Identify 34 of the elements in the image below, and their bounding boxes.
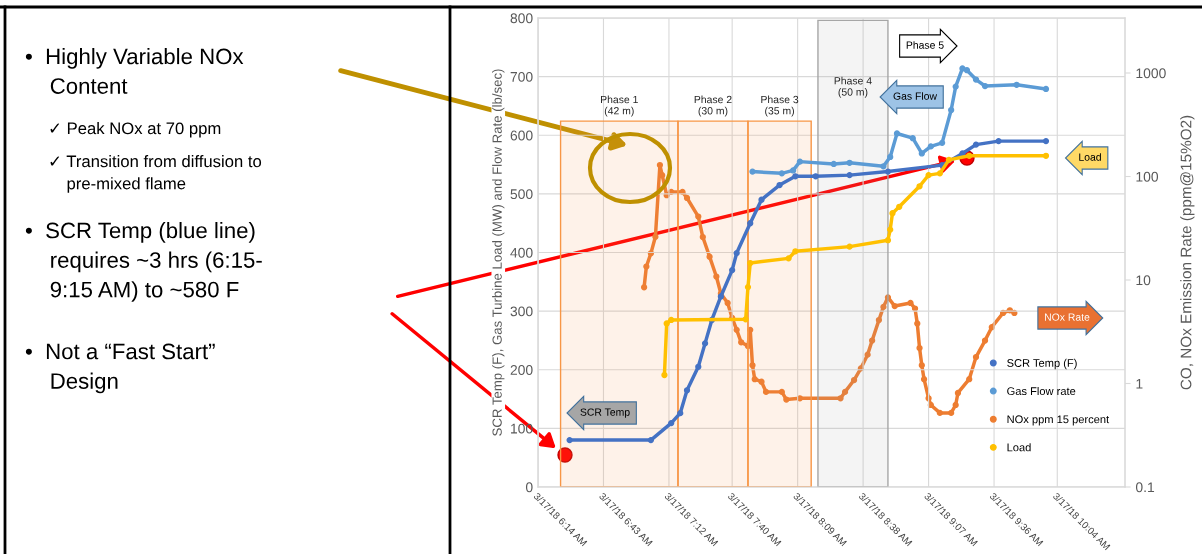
y-tick-label: 100 — [511, 423, 533, 434]
y-tick-label: 600 — [510, 130, 533, 141]
y-tick-label: 800 — [510, 13, 533, 24]
y-tick-label: 500 — [510, 189, 533, 200]
y-tick-label: 400 — [510, 247, 533, 258]
legend-label: NOx ppm 15 percent — [1007, 415, 1110, 426]
legend-label: Gas Flow rate — [1007, 386, 1076, 396]
text: • SCR Temp (blue line) requires ~3 hrs (6:15- 9:15 AM) to ~580 F — [25, 222, 262, 302]
y2-axis-title: CO, NOx Emission Rate (ppm@15%O2) — [1180, 115, 1195, 390]
text: ✓ Transition from diffusion to pre-mixed flame — [50, 155, 262, 193]
y2-tick-label: 100 — [1136, 171, 1159, 182]
text: ✓ Peak NOx at 70 ppm — [50, 122, 221, 138]
y2-tick-label: 1 — [1136, 378, 1143, 389]
y2-tick-label: 10 — [1136, 275, 1151, 286]
y-tick-label: 700 — [510, 71, 533, 82]
text: • Not a “Fast Start” Design — [25, 343, 215, 394]
y-tick-label: 200 — [510, 365, 533, 375]
annotation: NOx Rate — [1044, 313, 1090, 321]
legend-label: SCR Temp (F) — [1007, 358, 1077, 370]
band-label: Phase 4 (50 m) — [834, 76, 872, 98]
band-label: Phase 3 (35 m) — [761, 95, 799, 117]
y-tick-label: 0 — [525, 482, 533, 493]
y-axis-title: SCR Temp (F), Gas Turbine Load (MW) and Flow Rate (lb/sec) — [492, 69, 505, 436]
band-label: Phase 2 (30 m) — [694, 95, 732, 117]
y-tick-label: 300 — [510, 306, 533, 317]
annotation: SCR Temp — [580, 408, 630, 418]
annotation: Phase 5 — [906, 41, 944, 49]
annotation: Load — [1079, 153, 1101, 161]
text: • Highly Variable NOx Content — [25, 48, 244, 94]
y2-tick-label: 0.1 — [1135, 482, 1155, 493]
annotation: Gas Flow — [893, 92, 938, 100]
y2-tick-label: 1000 — [1136, 68, 1166, 79]
band-label: Phase 1 (42 m) — [601, 95, 638, 117]
legend-label: Load — [1007, 443, 1031, 452]
